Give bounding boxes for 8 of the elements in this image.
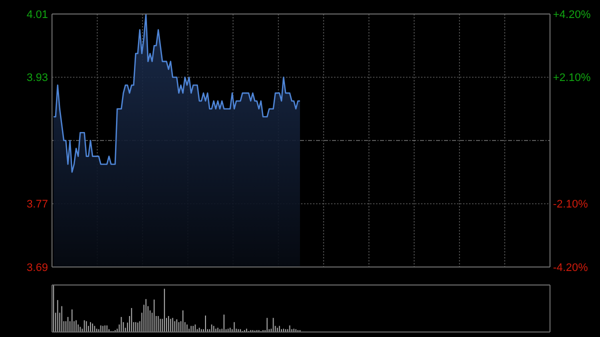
y-tick-label: 4.01 [26, 8, 48, 21]
y-tick-label: 3.69 [26, 262, 48, 274]
y2-tick-label: -2.10% [553, 198, 588, 211]
y2-tick-label: -4.20% [553, 262, 588, 274]
y2-tick-label: +4.20% [553, 8, 591, 21]
y-tick-label: 3.77 [26, 198, 48, 211]
y-tick-label: 3.93 [26, 72, 48, 84]
y2-tick-label: +2.10% [553, 72, 591, 84]
